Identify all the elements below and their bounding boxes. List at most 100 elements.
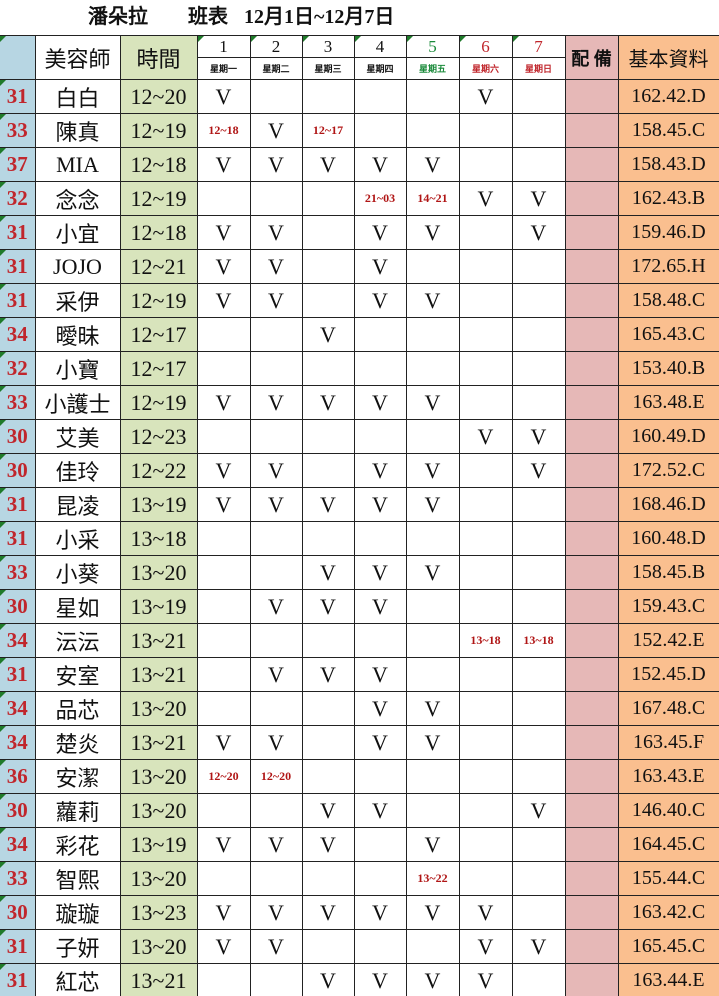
shift-time: 12~17 <box>119 317 198 352</box>
day-cell: V <box>458 181 513 216</box>
day-cell <box>405 521 460 556</box>
day-cell <box>511 827 566 862</box>
row-number: 31 <box>0 249 36 284</box>
base-info: 165.43.C <box>617 317 719 352</box>
row-number: 34 <box>0 691 36 726</box>
row-number: 31 <box>0 657 36 692</box>
day-cell <box>458 725 513 760</box>
day-cell <box>511 759 566 794</box>
day-cell <box>196 555 251 590</box>
base-info: 162.42.D <box>617 79 719 114</box>
day-cell <box>511 317 566 352</box>
equipment-cell <box>564 555 619 590</box>
day-cell: V <box>353 147 407 182</box>
day-cell: V <box>301 147 355 182</box>
day-cell: V <box>458 79 513 114</box>
row-number: 33 <box>0 555 36 590</box>
table-row: 36 安潔 13~20 12~20 12~20 163.43.E <box>0 759 719 794</box>
row-number: 31 <box>0 215 36 250</box>
base-info: 160.49.D <box>617 419 719 454</box>
day-cell <box>301 351 355 386</box>
date-range: 12月1日~12月7日 <box>244 6 395 28</box>
equipment-cell <box>564 113 619 148</box>
base-info: 167.48.C <box>617 691 719 726</box>
table-row: 31 小采 13~18 160.48.D <box>0 521 719 556</box>
day-cell <box>301 725 355 760</box>
shift-time: 12~19 <box>119 283 198 318</box>
day-cell: V <box>249 283 303 318</box>
equipment-cell <box>564 623 619 658</box>
stylist-name: 紅芯 <box>34 963 121 996</box>
equipment-cell <box>564 759 619 794</box>
row-number: 33 <box>0 113 36 148</box>
row-number: 34 <box>0 725 36 760</box>
row-number: 30 <box>0 793 36 828</box>
day-cell <box>196 691 251 726</box>
day-cell: V <box>196 487 251 522</box>
base-info: 155.44.C <box>617 861 719 896</box>
day-cell: V <box>353 385 407 420</box>
day-cell <box>301 215 355 250</box>
shift-time: 12~21 <box>119 249 198 284</box>
shift-time: 13~20 <box>119 555 198 590</box>
stylist-name: 念念 <box>34 181 121 216</box>
row-number: 32 <box>0 351 36 386</box>
shift-time: 13~19 <box>119 827 198 862</box>
equipment-cell <box>564 351 619 386</box>
day-cell: V <box>511 419 566 454</box>
row-number: 34 <box>0 317 36 352</box>
row-number: 34 <box>0 623 36 658</box>
equipment-cell <box>564 487 619 522</box>
equipment-cell <box>564 589 619 624</box>
shift-time: 13~18 <box>119 521 198 556</box>
base-info: 159.43.C <box>617 589 719 624</box>
base-info: 158.45.B <box>617 555 719 590</box>
stylist-name: MIA <box>34 147 121 182</box>
weekday-label: 星期二 <box>249 57 303 80</box>
day-cell <box>301 929 355 964</box>
day-cell: V <box>249 929 303 964</box>
day-cell <box>196 963 251 996</box>
day-cell: V <box>196 249 251 284</box>
day-cell <box>196 419 251 454</box>
day-cell: V <box>458 419 513 454</box>
day-cell <box>458 657 513 692</box>
table-row: 34 楚炎 13~21 V V V V 163.45.F <box>0 725 719 760</box>
day-number: 1 <box>196 35 251 58</box>
day-cell: V <box>249 215 303 250</box>
stylist-name: 蘿莉 <box>34 793 121 828</box>
day-cell: V <box>249 895 303 930</box>
row-number: 30 <box>0 419 36 454</box>
day-cell <box>511 895 566 930</box>
day-cell: V <box>249 827 303 862</box>
shift-time: 12~19 <box>119 385 198 420</box>
day-number: 2 <box>249 35 303 58</box>
table-row: 31 采伊 12~19 V V V V 158.48.C <box>0 283 719 318</box>
day-cell <box>458 793 513 828</box>
day-number: 5 <box>405 35 460 58</box>
day-cell: V <box>196 147 251 182</box>
table-row: 30 艾美 12~23 V V 160.49.D <box>0 419 719 454</box>
equipment-cell <box>564 317 619 352</box>
day-cell <box>196 657 251 692</box>
shift-time: 12~17 <box>119 351 198 386</box>
row-number: 31 <box>0 929 36 964</box>
stylist-name: 星如 <box>34 589 121 624</box>
day-cell: V <box>249 487 303 522</box>
day-cell <box>511 487 566 522</box>
day-cell: 13~18 <box>511 623 566 658</box>
weekday-label: 星期一 <box>196 57 251 80</box>
stylist-name: 彩花 <box>34 827 121 862</box>
day-cell <box>405 419 460 454</box>
table-row: 34 彩花 13~19 V V V V 164.45.C <box>0 827 719 862</box>
day-cell <box>353 521 407 556</box>
day-cell: V <box>458 963 513 996</box>
shift-time: 13~20 <box>119 793 198 828</box>
day-cell <box>196 317 251 352</box>
day-cell: V <box>353 249 407 284</box>
day-cell <box>458 555 513 590</box>
day-cell: V <box>196 283 251 318</box>
day-cell <box>511 283 566 318</box>
store-name: 潘朵拉 <box>88 6 148 28</box>
